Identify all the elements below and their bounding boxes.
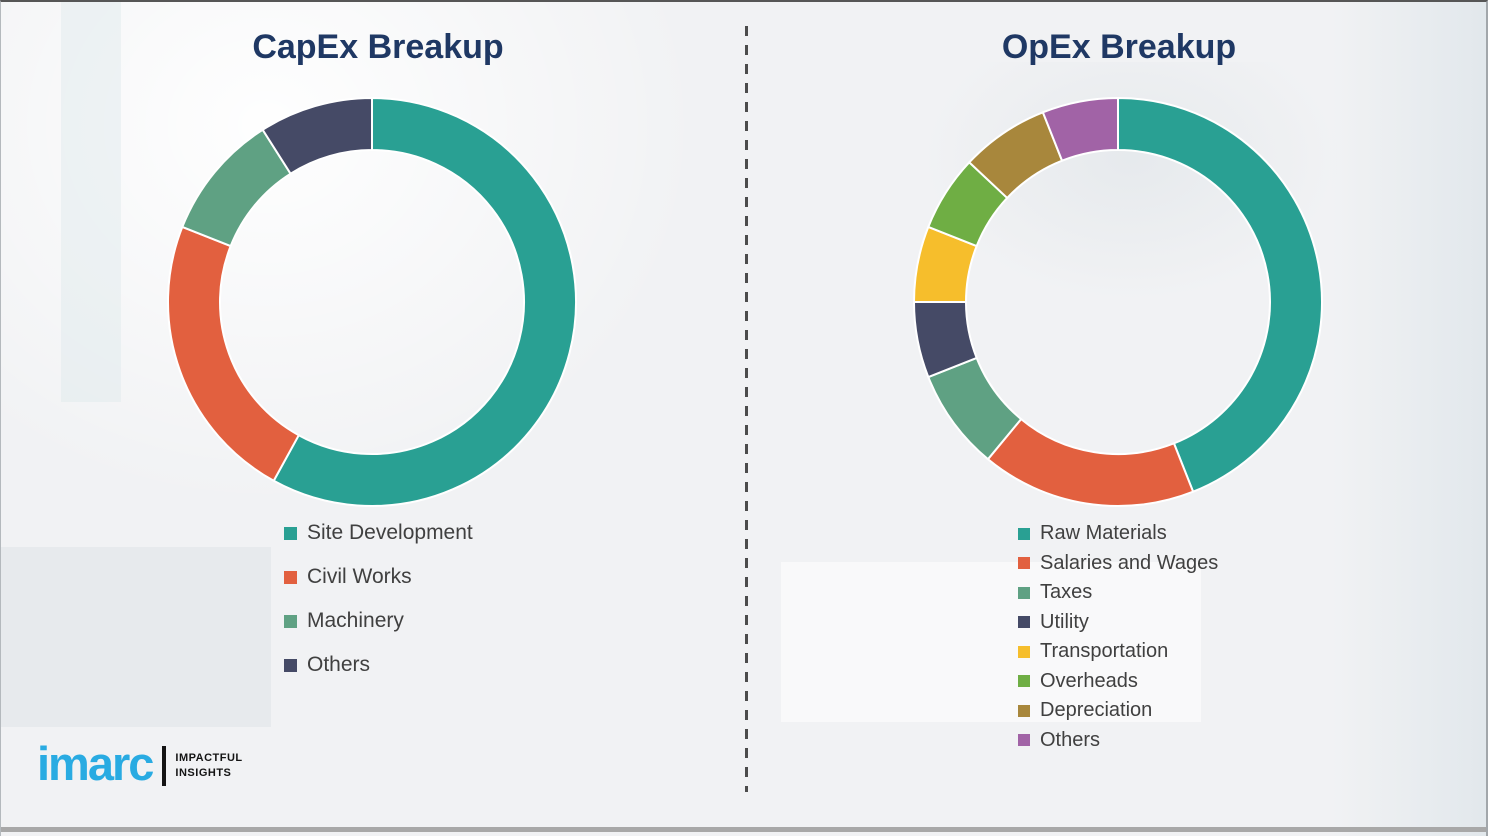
legend-label-others: Others bbox=[1040, 728, 1101, 751]
donut-segment-salaries-and-wages bbox=[986, 417, 1195, 507]
legend-label-transportation: Transportation bbox=[1040, 640, 1169, 663]
background-watermark bbox=[1, 547, 271, 727]
legend-item-overheads: Overheads bbox=[1018, 667, 1218, 697]
opex-chart-title: OpEx Breakup bbox=[1001, 28, 1237, 66]
legend-label-civil-works: Civil Works bbox=[307, 565, 412, 588]
capex-legend: Site Development Civil Works Machinery Othe… bbox=[284, 511, 473, 687]
donut-segment-others bbox=[1041, 96, 1119, 162]
logo-tagline-line2: INSIGHTS bbox=[175, 766, 232, 779]
legend-item-others: Others bbox=[284, 643, 473, 687]
legend-swatch-others bbox=[284, 658, 297, 672]
legend-swatch-transportation bbox=[1018, 645, 1030, 658]
legend-label-depreciation: Depreciation bbox=[1040, 699, 1153, 722]
legend-swatch-utility bbox=[1018, 616, 1030, 629]
background-watermark bbox=[61, 2, 121, 402]
legend-item-salaries-and-wages: Salaries and Wages bbox=[1018, 549, 1218, 579]
legend-item-raw-materials: Raw Materials bbox=[1018, 519, 1218, 549]
legend-item-utility: Utility bbox=[1018, 608, 1218, 638]
opex-donut-chart bbox=[912, 96, 1324, 508]
legend-label-others: Others bbox=[307, 653, 371, 676]
imarc-logo: imarc IMPACTFUL INSIGHTS bbox=[37, 740, 243, 787]
capex-chart-title: CapEx Breakup bbox=[252, 28, 504, 66]
legend-label-site-development: Site Development bbox=[307, 521, 473, 544]
legend-swatch-civil-works bbox=[284, 570, 297, 584]
logo-tagline: IMPACTFUL INSIGHTS bbox=[175, 751, 242, 780]
donut-segment-civil-works bbox=[167, 225, 301, 483]
legend-label-machinery: Machinery bbox=[307, 609, 404, 632]
legend-swatch-others bbox=[1018, 734, 1030, 747]
vertical-dashed-divider bbox=[745, 26, 748, 792]
legend-swatch-salaries-and-wages bbox=[1018, 557, 1030, 570]
legend-swatch-site-development bbox=[284, 526, 297, 540]
legend-item-civil-works: Civil Works bbox=[284, 555, 473, 599]
legend-label-salaries-and-wages: Salaries and Wages bbox=[1040, 551, 1219, 574]
legend-item-site-development: Site Development bbox=[284, 511, 473, 555]
opex-legend: Raw Materials Salaries and Wages Taxes Util… bbox=[1018, 519, 1218, 755]
legend-swatch-machinery bbox=[284, 614, 297, 628]
legend-item-transportation: Transportation bbox=[1018, 637, 1218, 667]
legend-swatch-taxes bbox=[1018, 586, 1030, 599]
donut-segment-site-development bbox=[272, 96, 577, 507]
legend-label-taxes: Taxes bbox=[1040, 581, 1093, 604]
legend-item-depreciation: Depreciation bbox=[1018, 696, 1218, 726]
legend-item-machinery: Machinery bbox=[284, 599, 473, 643]
logo-tagline-line1: IMPACTFUL bbox=[175, 752, 243, 765]
legend-item-taxes: Taxes bbox=[1018, 578, 1218, 608]
bottom-border-strip bbox=[1, 827, 1486, 832]
donut-segment-raw-materials bbox=[1117, 96, 1323, 493]
donut-segment-others bbox=[261, 96, 373, 176]
legend-swatch-depreciation bbox=[1018, 704, 1030, 717]
imarc-logo-wordmark: imarc bbox=[37, 737, 154, 790]
logo-divider-bar bbox=[162, 745, 167, 786]
legend-label-utility: Utility bbox=[1040, 610, 1089, 633]
legend-item-others: Others bbox=[1018, 726, 1218, 756]
background-watermark bbox=[1331, 2, 1486, 836]
legend-label-overheads: Overheads bbox=[1040, 669, 1138, 692]
legend-swatch-overheads bbox=[1018, 675, 1030, 688]
capex-donut-chart bbox=[166, 96, 578, 508]
legend-label-raw-materials: Raw Materials bbox=[1040, 522, 1167, 545]
legend-swatch-raw-materials bbox=[1018, 527, 1030, 540]
